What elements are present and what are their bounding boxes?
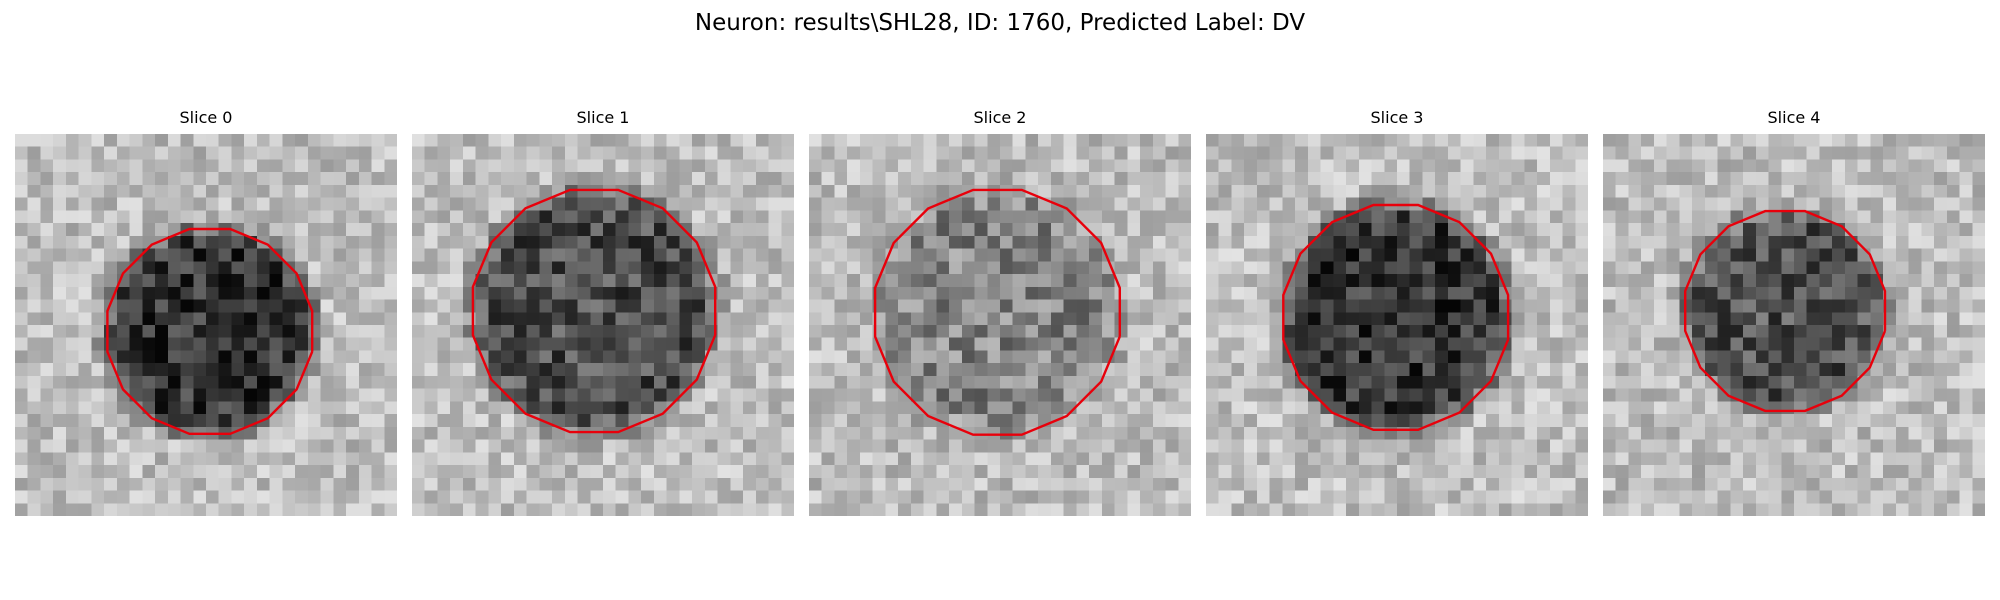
slice-title: Slice 2	[973, 108, 1027, 127]
roi-contour-overlay	[471, 188, 717, 434]
roi-contour	[106, 227, 314, 435]
roi-contour	[1282, 203, 1510, 431]
roi-contour	[873, 188, 1121, 436]
slice-panel-1: Slice 1	[412, 108, 794, 516]
slice-title: Slice 3	[1370, 108, 1424, 127]
slice-image	[1603, 134, 1985, 516]
slice-panel-2: Slice 2	[809, 108, 1191, 516]
figure-title: Neuron: results\SHL28, ID: 1760, Predict…	[694, 10, 1306, 36]
roi-contour-overlay	[106, 227, 314, 435]
roi-contour	[1683, 209, 1887, 413]
roi-contour-overlay	[1282, 203, 1510, 431]
slice-title: Slice 1	[576, 108, 630, 127]
slice-panel-0: Slice 0	[15, 108, 397, 516]
roi-contour-overlay	[873, 188, 1121, 436]
slice-image	[15, 134, 397, 516]
slice-image	[412, 134, 794, 516]
slice-title: Slice 0	[179, 108, 233, 127]
slice-title: Slice 4	[1767, 108, 1821, 127]
slice-panel-3: Slice 3	[1206, 108, 1588, 516]
slice-image	[1206, 134, 1588, 516]
roi-contour-overlay	[1683, 209, 1887, 413]
roi-contour	[471, 188, 717, 434]
slice-panel-4: Slice 4	[1603, 108, 1985, 516]
slice-image	[809, 134, 1191, 516]
